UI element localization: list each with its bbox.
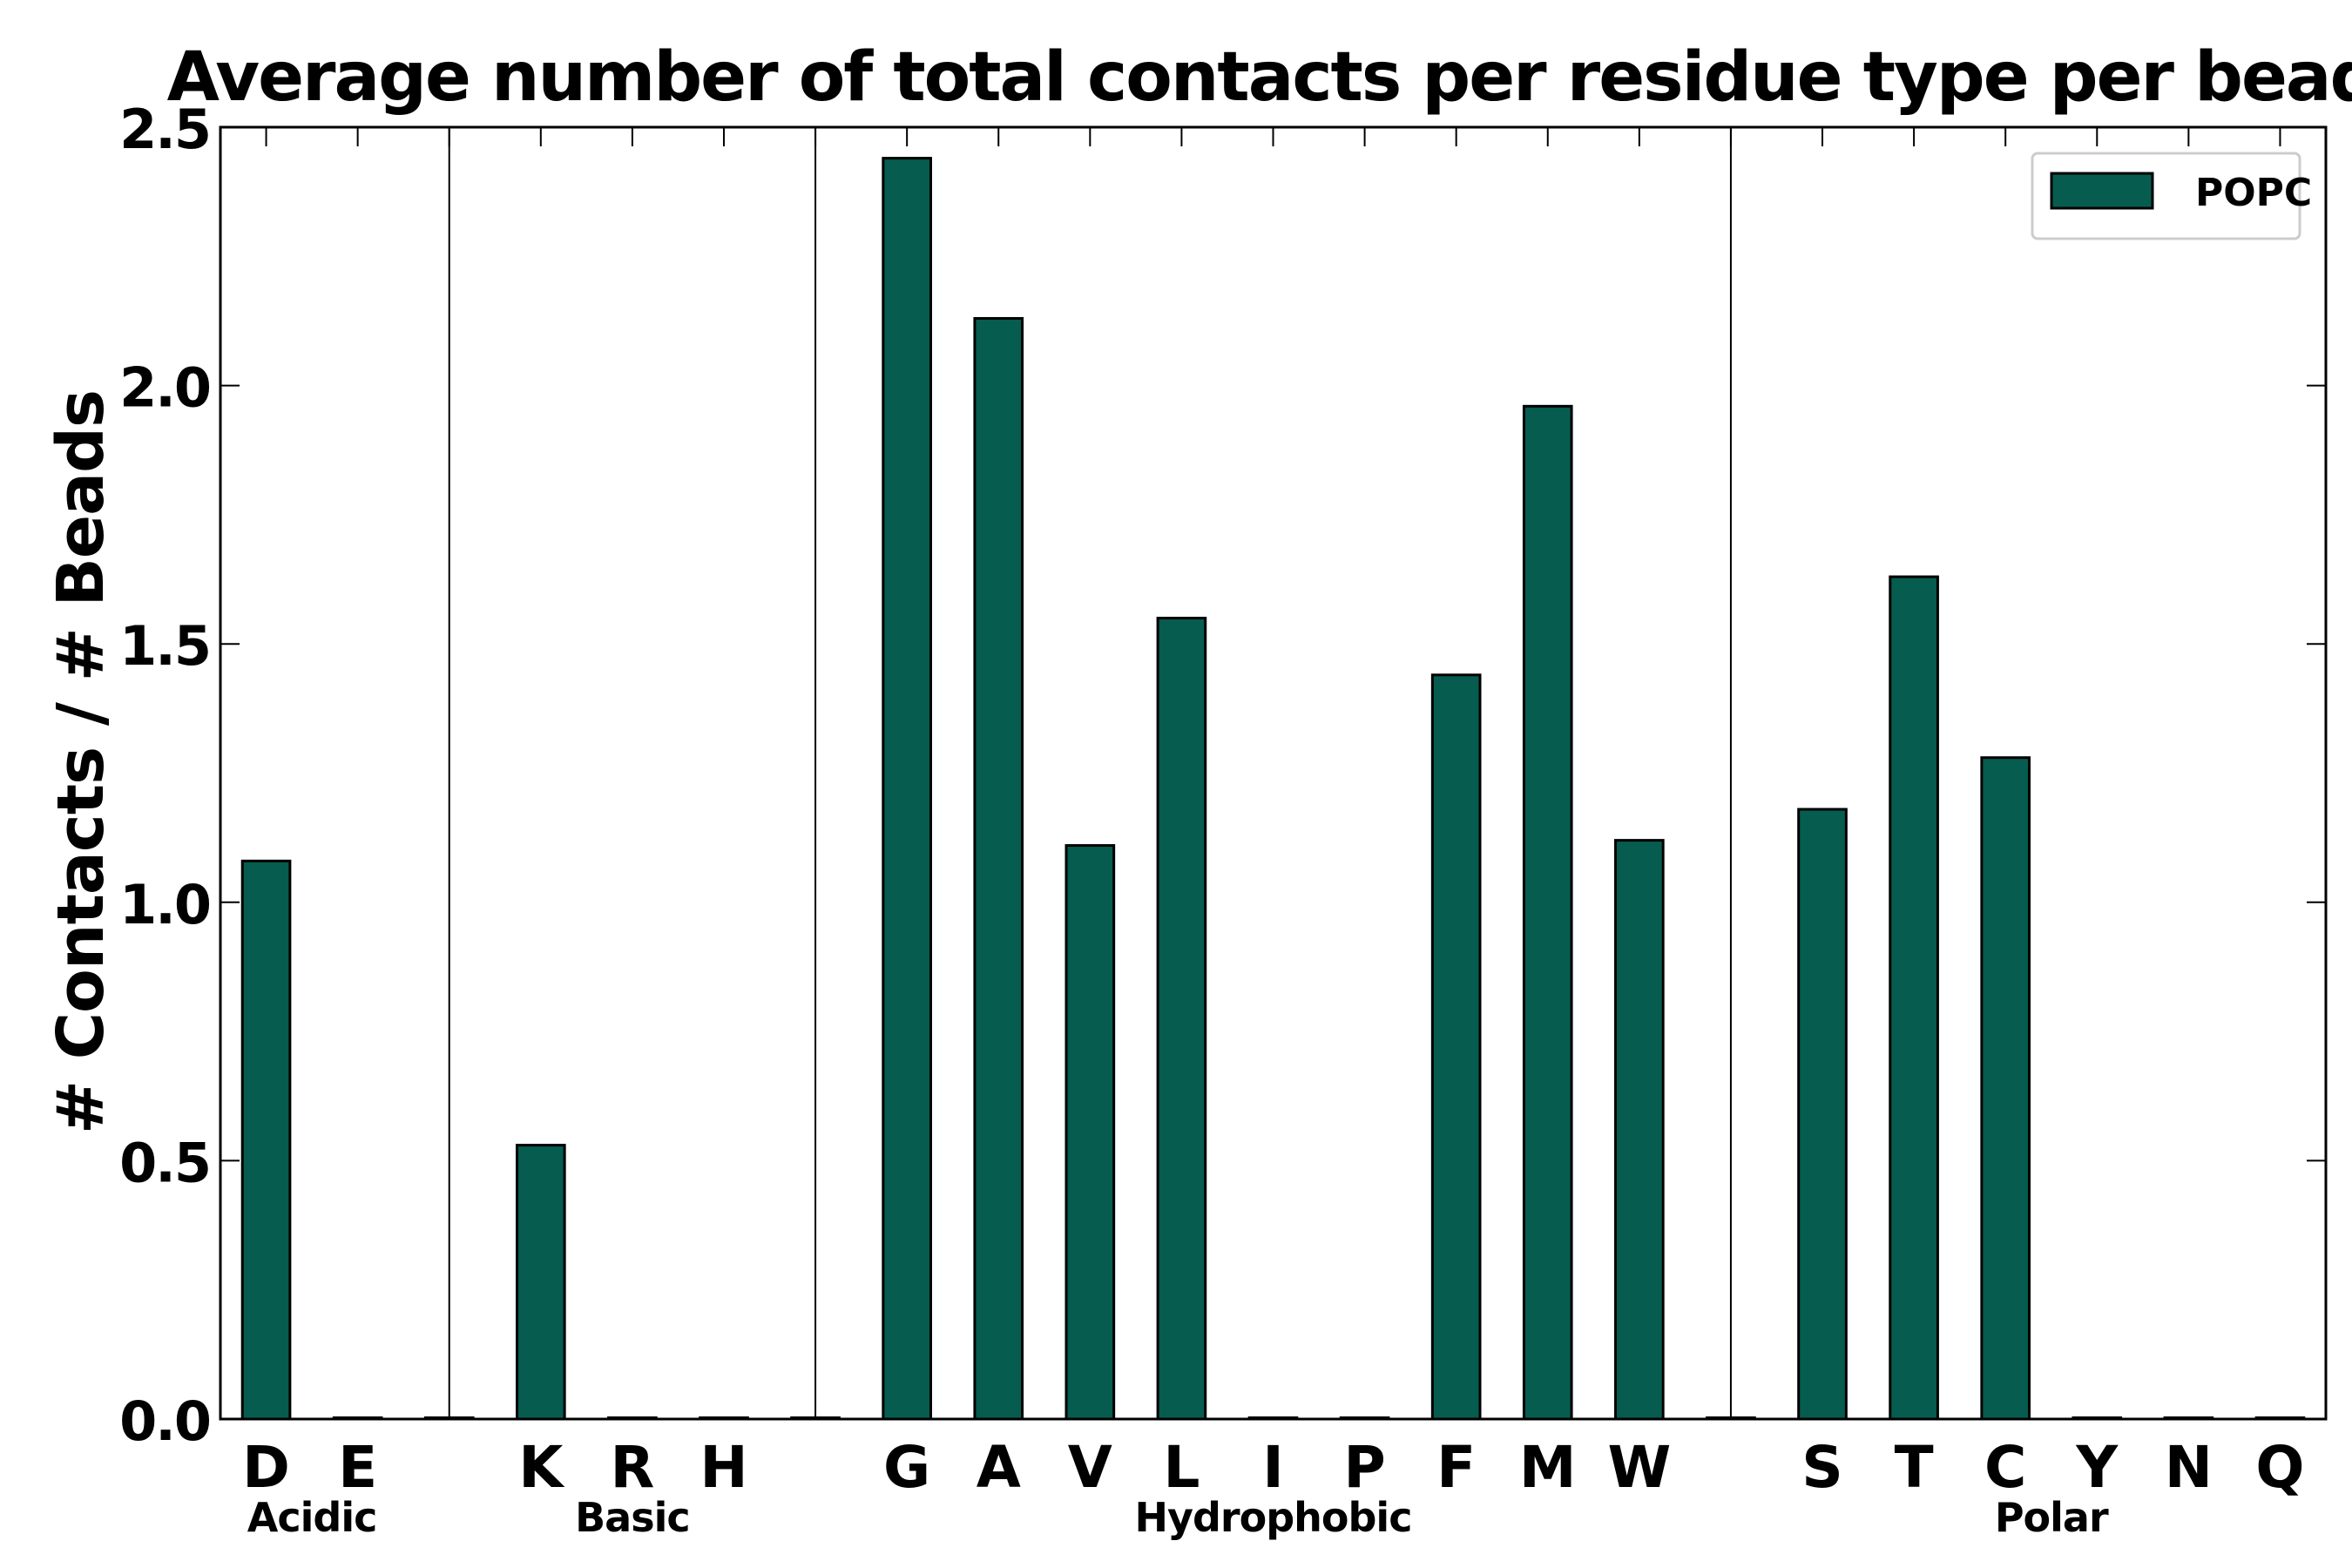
x-tick-label-N: N [2165,1434,2213,1501]
legend-label-popc: POPC [2195,171,2312,215]
bar-G [882,157,932,1421]
x-tick-label-F: F [1436,1434,1476,1501]
x-tick-label-P: P [1343,1434,1385,1501]
x-tick-label-A: A [977,1434,1021,1501]
y-tick-label: 0.0 [119,1389,210,1453]
bar-F [1430,673,1482,1421]
group-label-polar: Polar [1995,1494,2109,1541]
group-label-acidic: Acidic [247,1494,377,1541]
x-tick-label-T: T [1895,1434,1934,1501]
bar-M [1522,404,1573,1421]
bar-W [1614,839,1665,1421]
bar-K [515,1144,566,1421]
group-label-basic: Basic [575,1494,690,1541]
bar-S [1797,808,1848,1421]
plot-area: 0.0 0.5 1.0 1.5 2.0 2.5 D E K R H G A V L I P F M W S T C Y N Q Ac… [119,98,2328,1541]
y-tick-label: 0.5 [119,1131,210,1194]
x-tick-label-D: D [242,1434,290,1501]
x-tick-label-Q: Q [2255,1434,2304,1501]
bar-V [1064,844,1116,1421]
bar-D [240,859,292,1421]
bar-L [1156,617,1207,1421]
x-tick-label-W: W [1607,1434,1671,1501]
x-tick-label-S: S [1801,1434,1843,1501]
x-tick-label-L: L [1163,1434,1200,1501]
group-label-hydrophobic: Hydrophobic [1135,1494,1412,1541]
legend-swatch [2050,172,2154,210]
y-tick-label: 1.0 [119,873,210,936]
bar-T [1889,575,1939,1421]
y-tick-label: 2.5 [119,98,210,161]
x-tick-label-K: K [518,1434,565,1501]
x-tick-label-Y: Y [2075,1434,2119,1501]
chart-title: Average number of total contacts per res… [167,38,2352,117]
legend: POPC [2031,152,2312,240]
plot-frame [219,125,2328,1421]
bar-A [973,316,1024,1421]
x-tick-label-G: G [883,1434,930,1501]
x-tick-label-V: V [1068,1434,1112,1501]
x-tick-label-H: H [700,1434,747,1501]
y-tick-label: 1.5 [119,614,210,678]
y-tick-label: 2.0 [119,356,210,420]
x-tick-label-M: M [1519,1434,1577,1501]
bar-C [1980,756,2031,1421]
x-tick-label-E: E [338,1434,377,1501]
x-tick-label-C: C [1984,1434,2026,1501]
x-tick-label-I: I [1262,1434,1284,1501]
y-axis-label: # Contacts / # Beads [44,390,118,1134]
x-tick-label-R: R [610,1434,654,1501]
